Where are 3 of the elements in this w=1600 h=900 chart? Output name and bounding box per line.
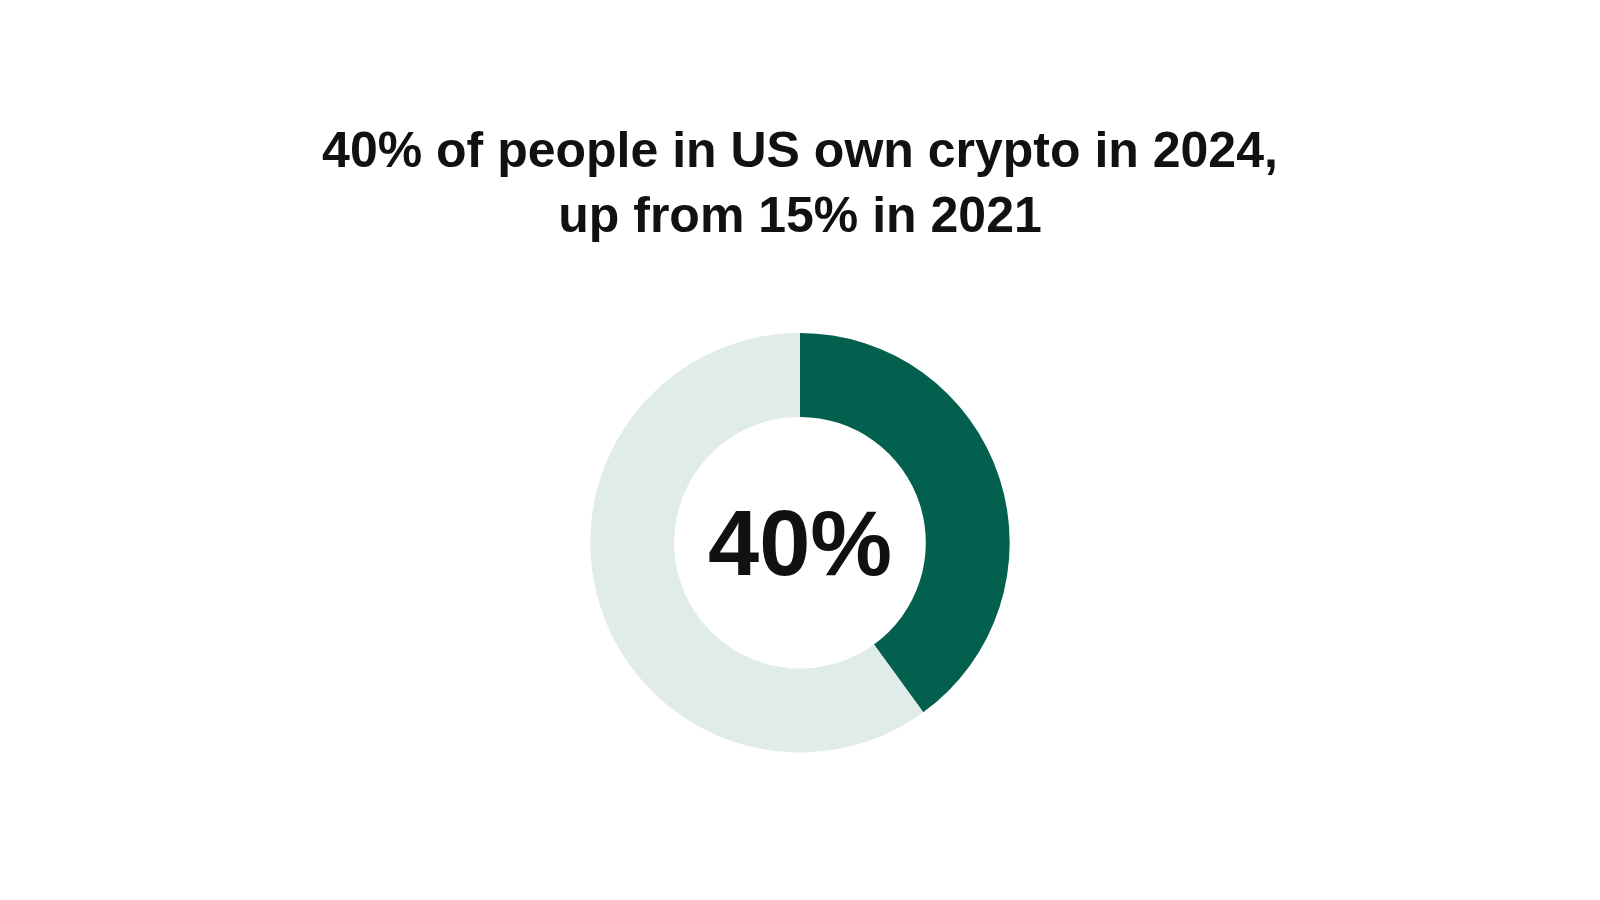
donut-slice [590,333,924,753]
chart-title: 40% of people in US own crypto in 2024, up from 15% in 2021 [322,121,1278,243]
text: 40% [708,492,893,594]
